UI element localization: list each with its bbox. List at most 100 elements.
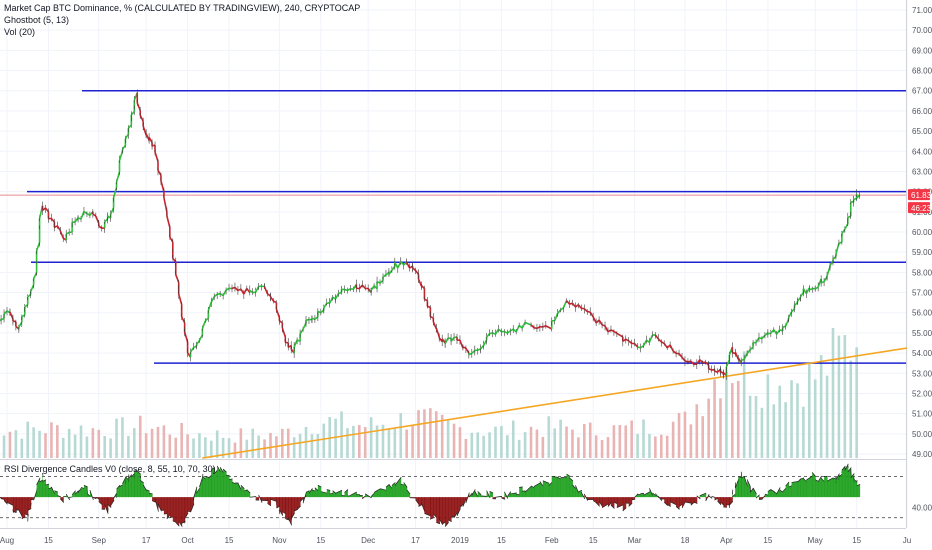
rsi-line bbox=[30, 503, 32, 507]
time-axis[interactable]: Aug 15 Sep 17 Oct 15 Nov 15 Dec 17 2019 15 Feb 15 Mar 1… bbox=[0, 536, 911, 545]
volume-bar bbox=[227, 438, 231, 458]
trend-line[interactable] bbox=[202, 347, 908, 459]
volume-bar bbox=[97, 429, 101, 458]
volume-bar bbox=[642, 419, 645, 458]
price-segment bbox=[545, 325, 553, 330]
price-segment bbox=[136, 102, 141, 111]
rsi-area bbox=[54, 490, 58, 498]
price-segment bbox=[27, 293, 32, 298]
last-price-tag-text: 61.83 bbox=[911, 191, 932, 200]
price-segment bbox=[112, 187, 118, 198]
rsi-line bbox=[362, 495, 366, 500]
price-segment bbox=[625, 338, 630, 342]
rsi-line bbox=[27, 508, 32, 511]
price-segment bbox=[450, 337, 455, 342]
price-segment bbox=[148, 136, 153, 143]
price-segment bbox=[477, 348, 481, 351]
time-tick-label: Ju bbox=[903, 536, 911, 545]
volume-bar bbox=[180, 423, 183, 458]
volume-bar bbox=[742, 351, 746, 458]
rsi-line bbox=[436, 522, 440, 525]
rsi-line bbox=[370, 492, 375, 497]
rsi-line bbox=[519, 486, 523, 488]
price-segment bbox=[504, 330, 508, 334]
rsi-line bbox=[0, 496, 2, 499]
rsi-line bbox=[314, 487, 319, 491]
price-segment bbox=[782, 325, 786, 329]
rsi-line bbox=[803, 478, 808, 483]
rsi-line bbox=[151, 500, 156, 503]
rsi-line bbox=[305, 490, 310, 493]
rsi-area bbox=[380, 488, 387, 498]
rsi-area bbox=[844, 463, 849, 498]
price-segment bbox=[637, 346, 641, 349]
rsi-line bbox=[652, 492, 657, 496]
rsi-area bbox=[317, 485, 322, 498]
rsi-line bbox=[444, 522, 449, 527]
price-segment bbox=[799, 292, 805, 298]
rsi-pane bbox=[0, 463, 906, 527]
price-segment bbox=[809, 288, 813, 291]
rsi-line bbox=[403, 482, 408, 488]
rsi-line bbox=[57, 495, 61, 498]
price-segment bbox=[494, 328, 500, 335]
price-segment bbox=[175, 274, 180, 283]
price-segment bbox=[601, 324, 606, 327]
price-segment bbox=[328, 296, 334, 304]
rsi-line bbox=[211, 467, 215, 470]
rsi-line bbox=[575, 485, 580, 494]
time-tick-label: 18 bbox=[681, 536, 690, 545]
rsi-line bbox=[450, 515, 455, 518]
rsi-area bbox=[557, 477, 562, 498]
rsi-area bbox=[344, 489, 348, 498]
price-segment bbox=[183, 331, 189, 343]
price-tick-label: 49.00 bbox=[912, 450, 932, 459]
time-tick-label: 15 bbox=[44, 536, 53, 545]
rsi-line bbox=[720, 501, 725, 506]
rsi-line bbox=[110, 500, 115, 506]
price-segment bbox=[560, 306, 565, 311]
rsi-area bbox=[72, 490, 76, 498]
price-segment bbox=[376, 280, 381, 284]
volume-bar bbox=[594, 435, 598, 458]
rsi-area bbox=[400, 484, 405, 498]
price-segment bbox=[172, 257, 177, 263]
price-segment bbox=[210, 296, 215, 303]
price-segment bbox=[189, 347, 195, 353]
rsi-line bbox=[542, 480, 550, 484]
price-tags: 61.83 46:23 bbox=[908, 189, 932, 214]
volume-bar bbox=[393, 428, 397, 458]
volume-bar bbox=[713, 379, 716, 458]
rsi-line bbox=[817, 475, 822, 482]
volume-bar bbox=[659, 434, 663, 458]
rsi-area bbox=[394, 477, 402, 498]
rsi-line bbox=[219, 467, 224, 474]
rsi-area bbox=[551, 476, 559, 498]
rsi-line bbox=[628, 503, 633, 507]
price-segment bbox=[616, 332, 624, 338]
rsi-line bbox=[226, 474, 230, 476]
volume-bar bbox=[32, 427, 35, 458]
price-segment bbox=[613, 330, 618, 334]
price-segment bbox=[654, 334, 659, 340]
rsi-line bbox=[60, 498, 65, 503]
rsi-line bbox=[113, 492, 118, 499]
rsi-line bbox=[54, 490, 58, 493]
volume-bar bbox=[186, 434, 189, 458]
price-segment bbox=[121, 144, 127, 150]
volume-bar bbox=[162, 425, 166, 458]
price-segment bbox=[832, 255, 837, 261]
rsi-area bbox=[202, 476, 206, 498]
rsi-line bbox=[820, 477, 825, 482]
horizontal-levels[interactable] bbox=[27, 89, 906, 364]
rsi-line bbox=[92, 496, 97, 500]
price-segment bbox=[379, 279, 384, 284]
rsi-area bbox=[335, 490, 343, 498]
price-segment bbox=[432, 321, 438, 330]
price-segment bbox=[391, 265, 396, 271]
volume-bar bbox=[588, 422, 592, 458]
price-segment bbox=[18, 321, 23, 328]
price-segment bbox=[50, 218, 55, 223]
volume-bar bbox=[547, 416, 551, 458]
